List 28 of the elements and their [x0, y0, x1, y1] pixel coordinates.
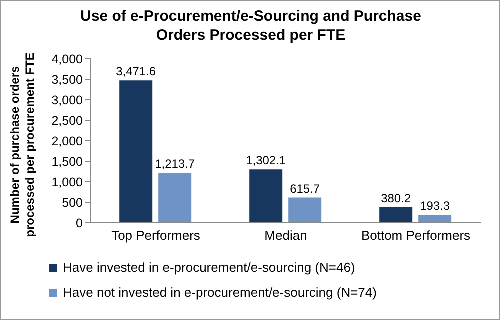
chart-title: Use of e-Procurement/e-Sourcing and Purchase Orders Processed per FTE	[80, 7, 422, 45]
y-axis-title: Number of purchase orders processed per procurement FTE	[8, 52, 38, 240]
data-label: 1,213.7	[155, 157, 196, 172]
x-tick-label: Bottom Performers	[361, 228, 472, 244]
bar	[158, 173, 192, 223]
data-label: 193.3	[420, 199, 450, 214]
data-label: 380.2	[381, 191, 412, 206]
y-tick-label: 0	[76, 216, 84, 230]
y-tick-label: 1,000	[52, 175, 84, 190]
data-label: 1,302.1	[246, 154, 286, 168]
bar	[120, 80, 153, 223]
bar	[288, 198, 322, 223]
y-tick-label: 2,000	[52, 134, 84, 148]
legend-label: Have invested in e-procurement/e-sourcing (N=46)	[63, 260, 356, 275]
y-tick-label: 4,000	[52, 52, 84, 66]
x-tick-label: Top Performers	[112, 228, 201, 244]
bar	[418, 215, 452, 223]
x-tick-label: Median	[264, 228, 308, 244]
bar	[380, 207, 413, 223]
bar	[250, 170, 283, 223]
y-tick-label: 2,500	[52, 114, 84, 128]
y-tick-label: 3,000	[52, 93, 84, 108]
data-label: 3,471.6	[116, 64, 156, 79]
y-tick-label: 1,500	[52, 154, 84, 169]
y-tick-label: 3,500	[52, 72, 84, 87]
legend-label: Have not invested in e-procurement/e-sourcing (N=74)	[63, 285, 377, 300]
y-tick-label: 500	[62, 196, 84, 210]
data-label: 615.7	[290, 182, 320, 196]
